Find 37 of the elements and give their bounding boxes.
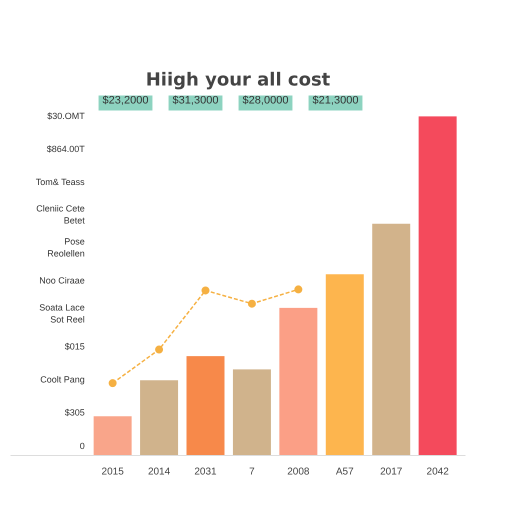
bar bbox=[186, 355, 226, 456]
text: Noo Ciraae bbox=[39, 276, 85, 286]
x-tick-label: 2031 bbox=[194, 466, 218, 478]
point bbox=[108, 379, 117, 388]
bar bbox=[278, 306, 318, 456]
bar bbox=[418, 115, 458, 456]
text: $28,0000 bbox=[242, 94, 288, 106]
point bbox=[155, 346, 164, 354]
x-tick-label: 2017 bbox=[380, 466, 403, 478]
bar bbox=[371, 222, 412, 456]
text: $31,3000 bbox=[172, 94, 218, 106]
text: Coolt Pang bbox=[40, 374, 85, 384]
x-tick-label: 2014 bbox=[148, 466, 171, 478]
point bbox=[202, 286, 210, 294]
point bbox=[248, 300, 256, 308]
text: Pose Reolellen bbox=[47, 236, 85, 259]
bar bbox=[92, 415, 133, 456]
text: $864.00T bbox=[46, 144, 86, 154]
text: 0 bbox=[80, 440, 85, 451]
x-tick-label: A57 bbox=[336, 466, 354, 478]
text: Tom& Teass bbox=[36, 176, 86, 187]
point bbox=[294, 285, 302, 294]
text: $305 bbox=[64, 407, 85, 418]
bar bbox=[232, 368, 272, 456]
bar bbox=[139, 379, 180, 456]
x-tick-label: 2042 bbox=[426, 466, 450, 478]
text: $30.OMT bbox=[47, 110, 86, 121]
text: Soata Lace Sot Reel bbox=[39, 302, 85, 325]
text: Cleniic Cete Betet bbox=[36, 204, 86, 226]
x-tick-label: 7 bbox=[249, 466, 256, 478]
chart-title: Hiigh your all cost bbox=[146, 70, 331, 90]
text: $21,3000 bbox=[312, 94, 358, 106]
bar bbox=[324, 273, 365, 456]
text: $015 bbox=[64, 341, 85, 352]
x-tick-label: 2008 bbox=[287, 466, 310, 478]
text: $23,2000 bbox=[102, 94, 148, 106]
x-tick-label: 2015 bbox=[102, 466, 124, 478]
